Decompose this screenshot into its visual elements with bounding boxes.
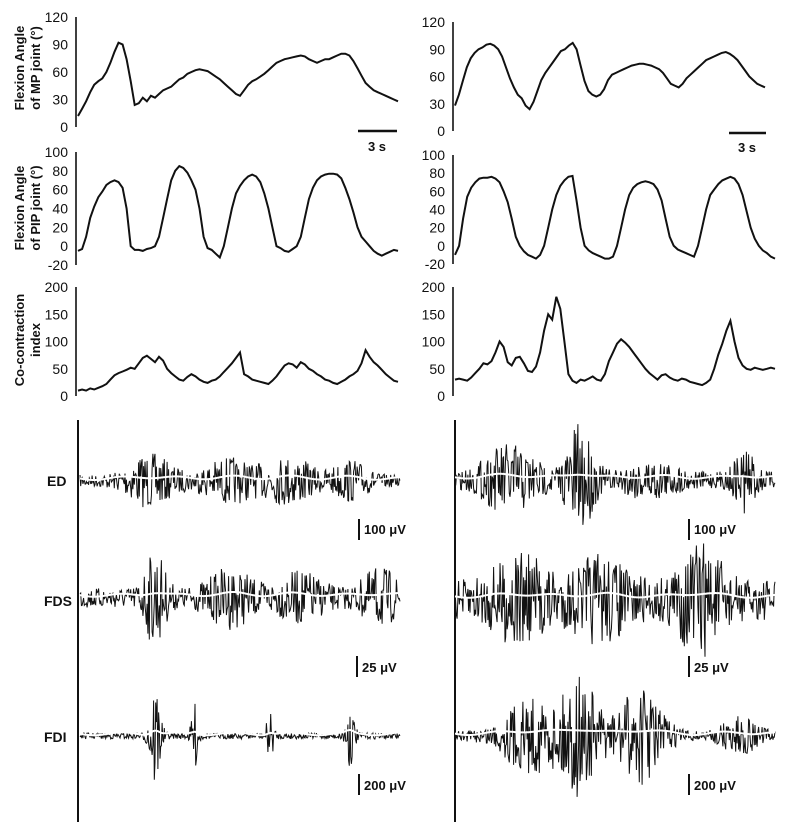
amp-label-fds-left: 25 μV bbox=[362, 660, 397, 675]
tick-label-pip-left-2: 20 bbox=[52, 219, 68, 235]
ylabel-cci-left-2: index bbox=[28, 322, 43, 357]
tick-label-pip-right-0: -20 bbox=[425, 256, 445, 272]
tick-label-mp-right-3: 90 bbox=[429, 41, 445, 57]
panel-cci-left: Co-contraction index 0 50 100 150 200 bbox=[12, 279, 399, 404]
tick-label-cci-left-4: 200 bbox=[45, 279, 69, 295]
emg-envelope-right-fds bbox=[454, 591, 775, 599]
tick-labels-cci-left: 0 50 100 150 200 bbox=[45, 279, 69, 404]
series-line-pip-left bbox=[77, 164, 399, 260]
amp-label-ed-right: 100 μV bbox=[694, 522, 736, 537]
amp-label-fds-right: 25 μV bbox=[694, 660, 729, 675]
series-line-pip-right bbox=[454, 174, 776, 260]
tick-label-cci-left-0: 0 bbox=[60, 388, 68, 404]
series-line-cci-right bbox=[454, 296, 776, 387]
tick-label-pip-right-2: 20 bbox=[429, 220, 445, 236]
muscle-label-fdi: FDI bbox=[44, 729, 67, 745]
tick-label-mp-left-2: 60 bbox=[52, 64, 68, 80]
tick-label-pip-right-5: 80 bbox=[429, 165, 445, 181]
tick-label-cci-left-3: 150 bbox=[45, 306, 69, 322]
tick-label-mp-left-3: 90 bbox=[52, 37, 68, 53]
scale-label-time-right: 3 s bbox=[738, 140, 756, 155]
tick-label-mp-right-2: 60 bbox=[429, 69, 445, 85]
emg-raw-right-fdi bbox=[454, 676, 776, 797]
tick-label-pip-right-1: 0 bbox=[437, 238, 445, 254]
emg-raw-right-fds bbox=[454, 543, 776, 657]
tick-label-mp-right-0: 0 bbox=[437, 123, 445, 139]
panel-cci-right: 0 50 100 150 200 bbox=[422, 279, 776, 404]
emg-raw-left-fdi bbox=[79, 699, 401, 780]
ylabel-mp-left-2: of MP joint (°) bbox=[28, 26, 43, 110]
tick-labels-pip-right: -20 0 20 40 60 80 100 bbox=[422, 147, 446, 272]
series-line-cci-left bbox=[77, 347, 399, 392]
emg-envelope-left-fds bbox=[79, 591, 400, 598]
tick-label-pip-left-6: 100 bbox=[45, 144, 69, 160]
panel-emg: ED FDS FDI 100 μV 25 μV 200 μV 100 μV 25… bbox=[44, 420, 776, 822]
tick-labels-mp-left: 0 30 60 90 120 bbox=[45, 9, 69, 135]
tick-label-cci-left-2: 100 bbox=[45, 334, 69, 350]
tick-label-pip-left-0: -20 bbox=[48, 257, 68, 273]
emg-envelope-left-ed bbox=[79, 474, 400, 481]
tick-labels-cci-right: 0 50 100 150 200 bbox=[422, 279, 446, 404]
ylabel-pip-left-2: of PIP joint (°) bbox=[28, 165, 43, 250]
tick-label-cci-right-2: 100 bbox=[422, 334, 446, 350]
emg-traces-right bbox=[454, 424, 776, 797]
series-line-mp-right bbox=[454, 41, 766, 111]
emg-envelope-right-fdi bbox=[454, 728, 775, 737]
muscle-label-fds: FDS bbox=[44, 593, 72, 609]
panel-pip-left: Flexion Angle of PIP joint (°) -20 0 20 40 6… bbox=[12, 144, 399, 273]
emg-envelope-right-ed bbox=[454, 472, 776, 480]
ylabel-mp-left-1: Flexion Angle bbox=[12, 26, 27, 111]
emg-traces-left bbox=[79, 453, 401, 780]
series-line-mp-left bbox=[77, 41, 399, 117]
panel-pip-right: -20 0 20 40 60 80 100 bbox=[422, 147, 776, 272]
tick-label-cci-right-1: 50 bbox=[429, 361, 445, 377]
tick-label-cci-right-4: 200 bbox=[422, 279, 446, 295]
tick-label-pip-left-1: 0 bbox=[60, 238, 68, 254]
tick-label-cci-right-0: 0 bbox=[437, 388, 445, 404]
tick-label-mp-left-0: 0 bbox=[60, 119, 68, 135]
tick-label-mp-right-4: 120 bbox=[422, 14, 446, 30]
tick-label-mp-left-1: 30 bbox=[52, 92, 68, 108]
tick-label-cci-left-1: 50 bbox=[52, 361, 68, 377]
muscle-label-ed: ED bbox=[47, 473, 66, 489]
tick-label-pip-left-4: 60 bbox=[52, 182, 68, 198]
amp-label-fdi-left: 200 μV bbox=[364, 778, 406, 793]
ylabel-pip-left-1: Flexion Angle bbox=[12, 166, 27, 251]
emg-raw-left-fds bbox=[79, 557, 401, 640]
emg-raw-left-ed bbox=[79, 453, 401, 508]
tick-labels-mp-right: 0 30 60 90 120 bbox=[422, 14, 446, 139]
tick-label-pip-left-3: 40 bbox=[52, 201, 68, 217]
tick-labels-pip-left: -20 0 20 40 60 80 100 bbox=[45, 144, 69, 273]
amp-label-fdi-right: 200 μV bbox=[694, 778, 736, 793]
ylabel-cci-left-1: Co-contraction bbox=[12, 294, 27, 387]
tick-label-pip-left-5: 80 bbox=[52, 163, 68, 179]
tick-label-pip-right-3: 40 bbox=[429, 202, 445, 218]
emg-envelope-left-fdi bbox=[79, 729, 401, 737]
panel-mp-right: 0 30 60 90 120 3 s bbox=[422, 14, 766, 155]
tick-label-cci-right-3: 150 bbox=[422, 306, 446, 322]
panel-mp-left: Flexion Angle of MP joint (°) 0 30 60 90 120… bbox=[12, 9, 399, 154]
tick-label-pip-right-6: 100 bbox=[422, 147, 446, 163]
tick-label-pip-right-4: 60 bbox=[429, 183, 445, 199]
amp-label-ed-left: 100 μV bbox=[364, 522, 406, 537]
tick-label-mp-left-4: 120 bbox=[45, 9, 69, 25]
tick-label-mp-right-1: 30 bbox=[429, 96, 445, 112]
scale-label-time-left: 3 s bbox=[368, 139, 386, 154]
